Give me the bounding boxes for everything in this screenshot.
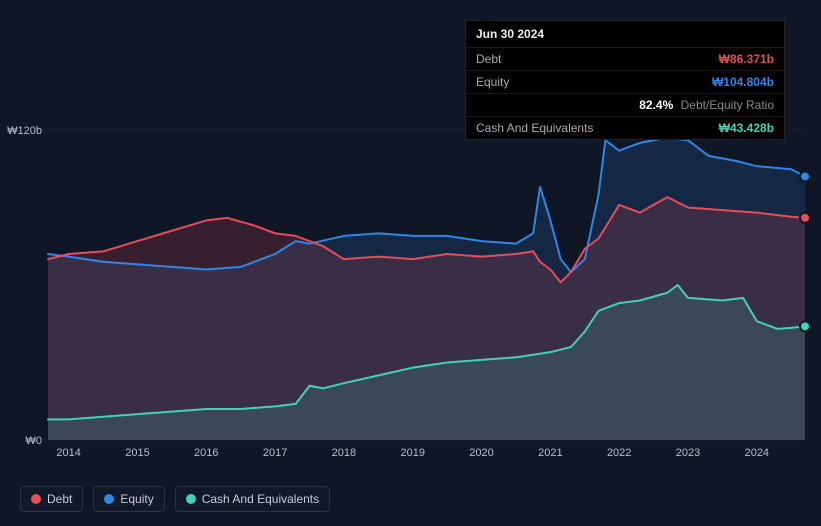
tooltip-row-value: ₩104.804b xyxy=(712,75,774,89)
x-axis-tick-label: 2019 xyxy=(400,447,424,459)
legend-item-equity[interactable]: Equity xyxy=(93,486,164,512)
x-axis-tick-label: 2023 xyxy=(676,447,700,459)
x-axis-tick-label: 2014 xyxy=(56,447,80,459)
x-axis-tick-label: 2022 xyxy=(607,447,631,459)
x-axis-tick-label: 2018 xyxy=(332,447,356,459)
legend-item-debt[interactable]: Debt xyxy=(20,486,83,512)
tooltip-date: Jun 30 2024 xyxy=(466,21,784,48)
x-axis-tick-label: 2017 xyxy=(263,447,287,459)
debt-equity-chart: ₩0 ₩120b 2014 2015 2016 2017 2018 2019 2020 2021 2… xyxy=(0,0,821,526)
series-endpoint-cash xyxy=(800,321,810,331)
tooltip-row-value: ₩86.371b xyxy=(719,52,774,66)
tooltip-row-label: Cash And Equivalents xyxy=(476,121,593,135)
x-axis-tick-label: 2016 xyxy=(194,447,218,459)
chart-tooltip: Jun 30 2024 Debt ₩86.371b Equity ₩104.804b 8… xyxy=(465,20,785,140)
legend-dot-icon xyxy=(186,494,196,504)
tooltip-row: Debt ₩86.371b xyxy=(466,48,784,71)
y-axis-tick-label: ₩120b xyxy=(7,125,42,137)
tooltip-row-label: Equity xyxy=(476,75,509,89)
legend-dot-icon xyxy=(31,494,41,504)
chart-legend: Debt Equity Cash And Equivalents xyxy=(20,486,330,512)
legend-item-label: Debt xyxy=(47,492,72,506)
legend-dot-icon xyxy=(104,494,114,504)
legend-item-label: Equity xyxy=(120,492,153,506)
tooltip-row: Equity ₩104.804b xyxy=(466,71,784,94)
tooltip-row-value: 82.4% Debt/Equity Ratio xyxy=(639,98,774,112)
tooltip-row: 82.4% Debt/Equity Ratio xyxy=(466,94,784,117)
series-endpoint-debt xyxy=(800,213,810,223)
tooltip-row-label: Debt xyxy=(476,52,501,66)
tooltip-row: Cash And Equivalents ₩43.428b xyxy=(466,117,784,139)
legend-item-label: Cash And Equivalents xyxy=(202,492,319,506)
tooltip-row-extra: Debt/Equity Ratio xyxy=(677,98,774,112)
x-axis-tick-label: 2015 xyxy=(125,447,149,459)
series-endpoint-equity xyxy=(800,172,810,182)
tooltip-row-value: ₩43.428b xyxy=(719,121,774,135)
x-axis-tick-label: 2021 xyxy=(538,447,562,459)
x-axis-tick-label: 2020 xyxy=(469,447,493,459)
y-axis-tick-label: ₩0 xyxy=(26,435,43,447)
x-axis-tick-label: 2024 xyxy=(745,447,769,459)
legend-item-cash[interactable]: Cash And Equivalents xyxy=(175,486,330,512)
